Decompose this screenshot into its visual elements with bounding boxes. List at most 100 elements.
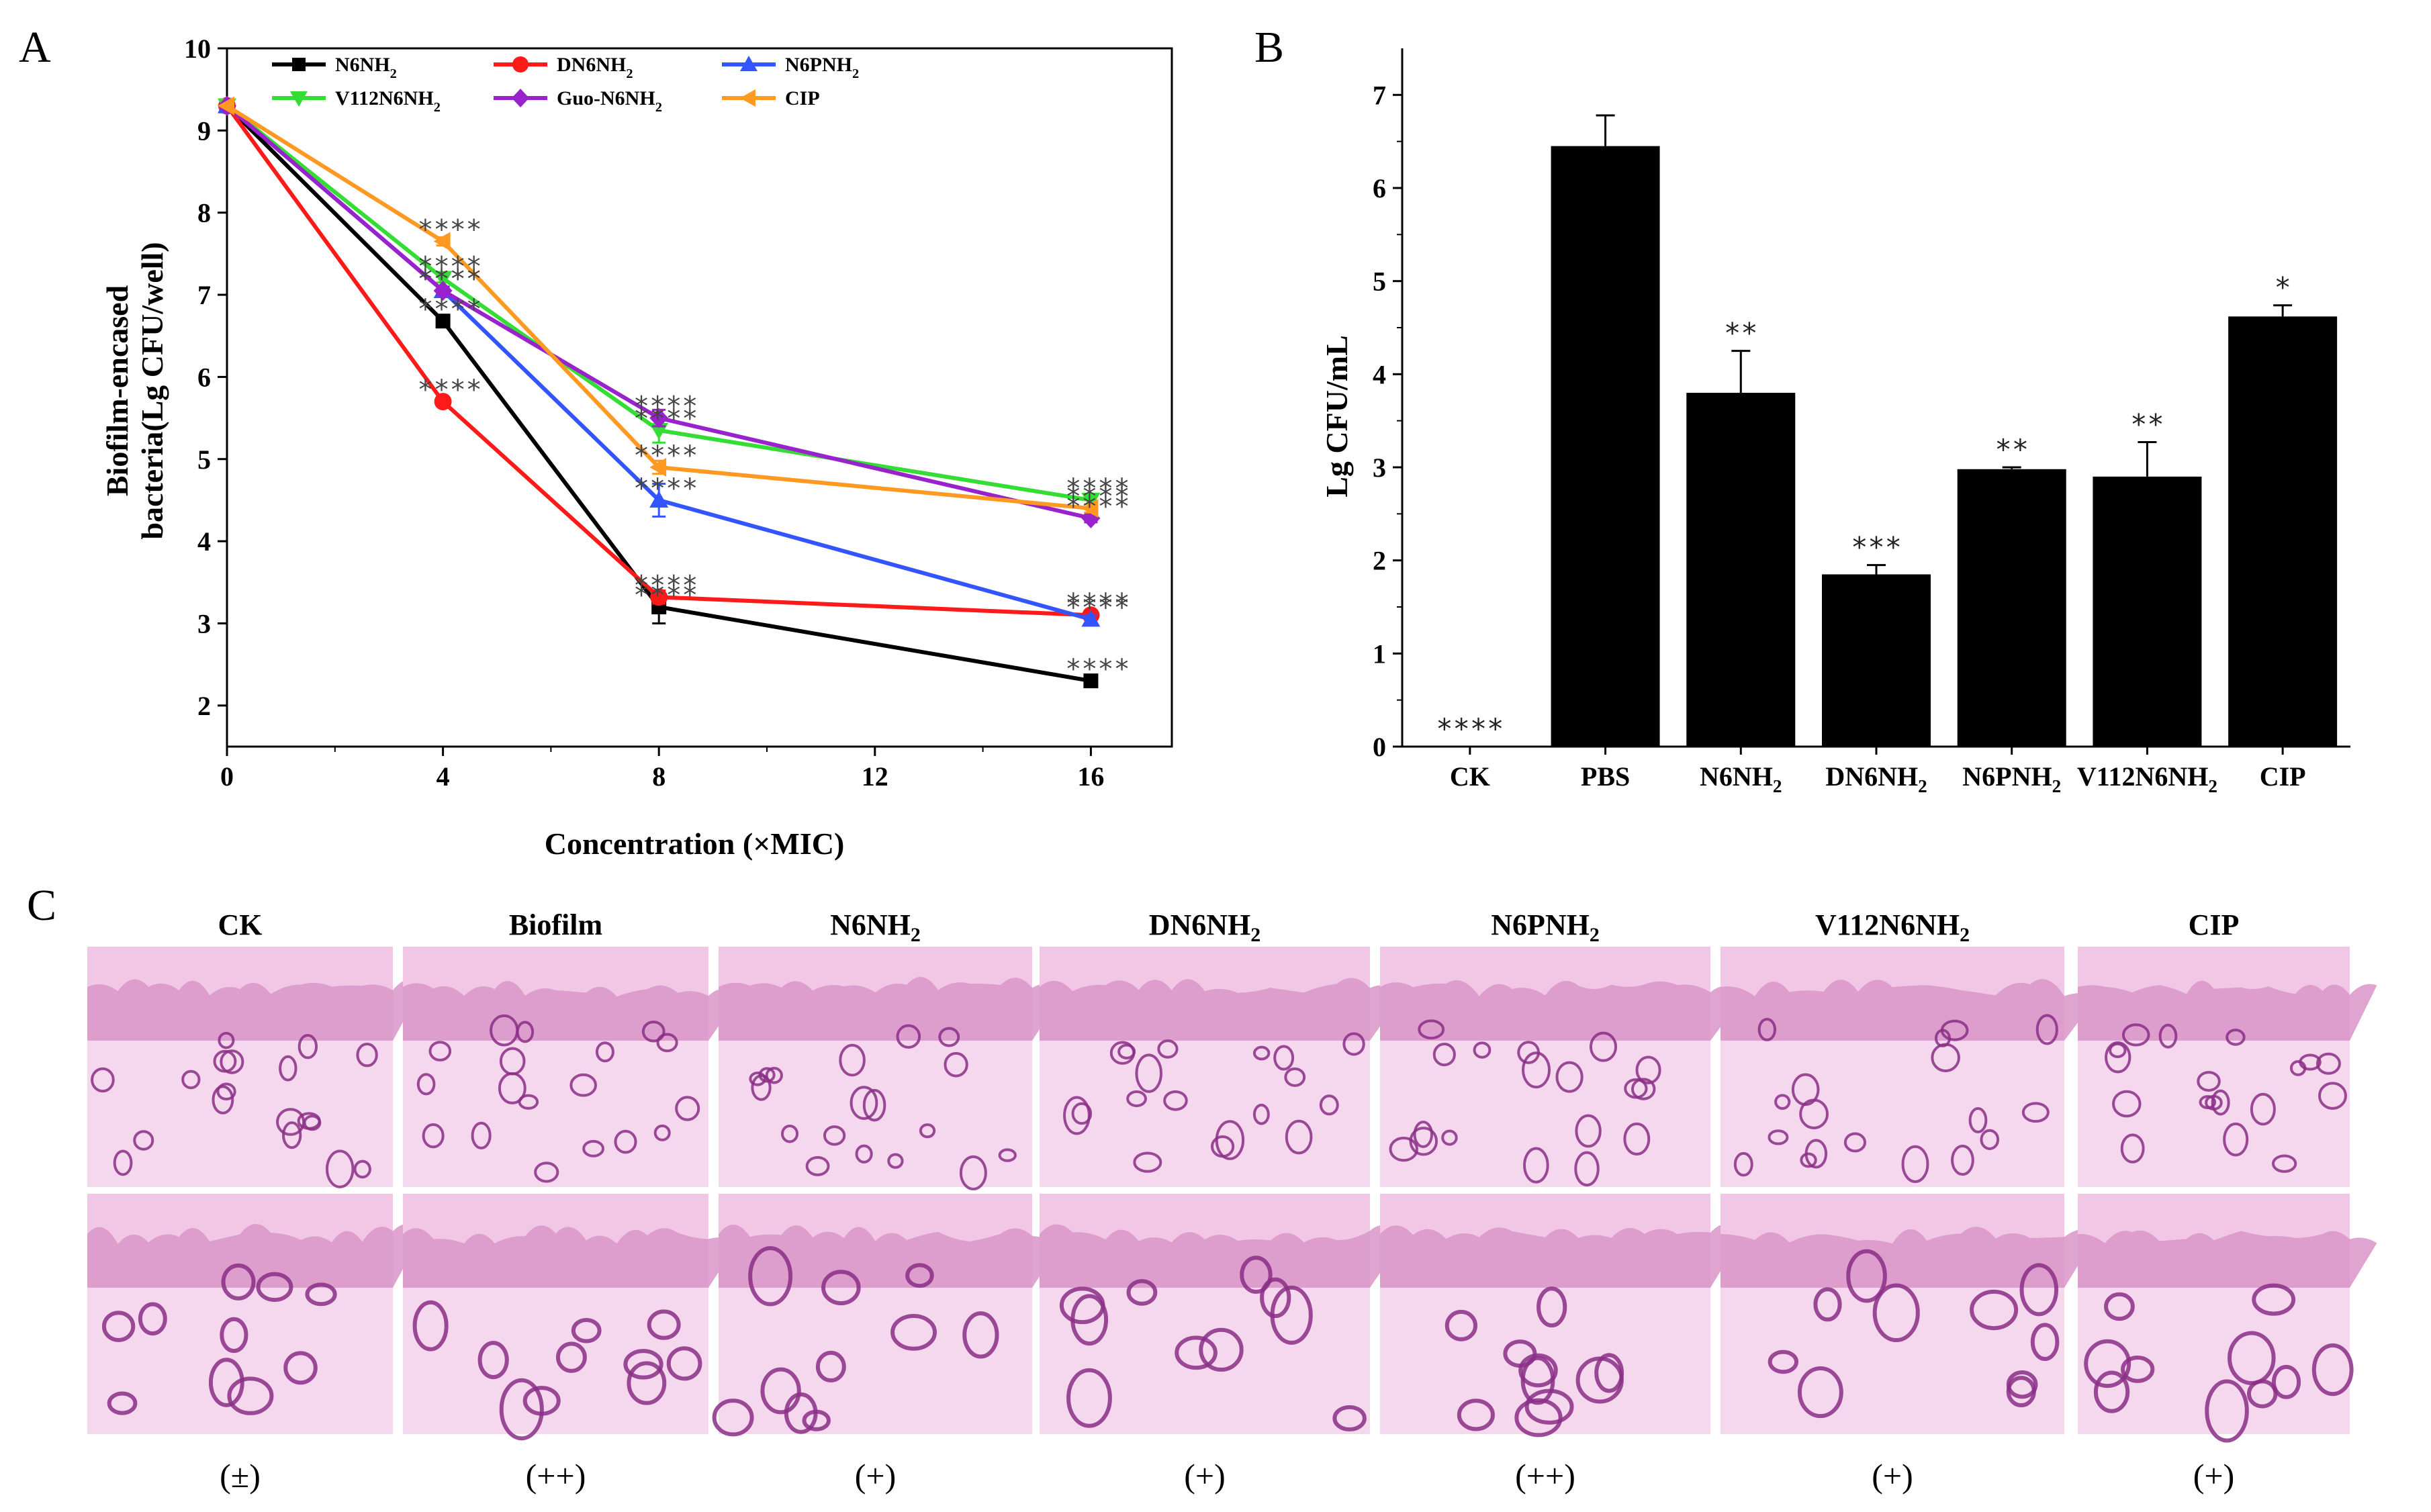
b-category-label: DN6NH2 (1825, 761, 1927, 796)
significance-stars: **** (417, 375, 481, 406)
histology-score: (±) (220, 1457, 261, 1495)
significance-stars: **** (1065, 588, 1130, 619)
histology-column-title: CIP (2189, 908, 2240, 941)
significance-stars: **** (417, 264, 481, 295)
histology-score: (+) (1184, 1457, 1226, 1495)
data-point (649, 408, 669, 428)
data-point (740, 56, 758, 71)
y-tick-label: 8 (197, 198, 211, 228)
significance-stars: **** (633, 440, 698, 471)
legend-label: V112N6NH2 (335, 87, 441, 115)
b-y-tick-label: 6 (1373, 173, 1386, 203)
data-point (512, 89, 529, 107)
histology-column-title: DN6NH2 (1149, 908, 1261, 946)
bar (1551, 146, 1660, 747)
b-y-tick-label: 7 (1373, 80, 1386, 110)
histology-column-title: N6PNH2 (1491, 908, 1600, 946)
significance-stars: **** (417, 264, 481, 295)
histology-column-title: Biofilm (509, 908, 602, 941)
histology-column-title: N6NH2 (830, 908, 921, 946)
data-point (1081, 492, 1101, 510)
a-series-group (218, 95, 1101, 689)
b-y-tick-label: 2 (1373, 546, 1386, 576)
b-category-label: N6PNH2 (1962, 761, 2061, 796)
a-significance-group: ****************************************… (417, 215, 1130, 686)
b-y-tick-label: 4 (1373, 359, 1386, 389)
panel-letter-c: C (27, 881, 56, 930)
bar (2093, 476, 2202, 747)
histology-image (1380, 947, 1744, 1187)
significance-stars: **** (417, 215, 481, 246)
data-point (433, 232, 451, 251)
x-tick-label: 8 (652, 761, 666, 792)
histology-image (1380, 1194, 1744, 1437)
bar-significance: * (2274, 271, 2291, 304)
data-point (1083, 673, 1099, 689)
series-line (225, 104, 1091, 618)
histology-image (87, 1194, 424, 1434)
histology-image (403, 947, 739, 1187)
y-tick-label: 2 (197, 691, 211, 721)
significance-stars: **** (417, 294, 481, 325)
data-point (290, 91, 308, 107)
b-y-tick-label: 0 (1373, 732, 1386, 762)
x-tick-label: 16 (1077, 761, 1104, 792)
bar (2228, 316, 2338, 747)
data-point (433, 280, 453, 301)
x-tick-label: 0 (220, 761, 234, 792)
histology-grid: CK (±) Biofilm (++) N6NH2 (+) DN6NH2 (+) N6PNH2 (… (87, 908, 2377, 1495)
histology-image (2078, 1194, 2377, 1443)
series-line (225, 104, 1091, 683)
legend-label: DN6NH2 (557, 54, 633, 81)
bar-significance: *** (1851, 531, 1902, 564)
data-point (292, 58, 306, 71)
b-category-label: CIP (2260, 761, 2306, 792)
y-tick-label: 7 (197, 280, 211, 310)
bar-significance: ** (1994, 433, 2029, 466)
data-point (434, 393, 452, 411)
a-plot-frame (226, 47, 1173, 748)
significance-stars: **** (633, 580, 698, 611)
y-tick-label: 5 (197, 444, 211, 475)
data-point (740, 89, 755, 107)
a-legend: N6NH2 DN6NH2 N6PNH2 V112N6NH2 Guo-N6NH2 CIP (272, 54, 859, 115)
b-axes: 0 1 2 3 4 5 6 7 CK PBS N6NH2 DN6NH2 N6PNH2 V112N6NH2 C… (1373, 48, 2350, 796)
series-line (226, 104, 1091, 511)
histology-score: (++) (526, 1457, 586, 1495)
y-axis-title-line2: bacteria(Lg CFU/well) (135, 242, 169, 539)
histology-score: (+) (855, 1457, 897, 1495)
b-category-label: V112N6NH2 (2077, 761, 2217, 796)
histology-score: (++) (1515, 1457, 1575, 1495)
b-y-tick-label: 5 (1373, 267, 1386, 297)
histology-image (87, 947, 424, 1188)
b-category-label: CK (1450, 761, 1490, 792)
b-y-tick-label: 1 (1373, 639, 1386, 669)
histology-image (1040, 1194, 1404, 1434)
y-tick-label: 6 (197, 362, 211, 392)
legend-label: Guo-N6NH2 (557, 87, 662, 115)
x-tick-label: 12 (862, 761, 888, 792)
significance-stars: **** (633, 391, 698, 422)
legend-label: CIP (785, 87, 820, 109)
data-point (649, 458, 667, 477)
histology-image (1040, 947, 1404, 1187)
legend-label: N6PNH2 (785, 54, 859, 81)
data-point (435, 314, 451, 329)
significance-stars: **** (1065, 491, 1130, 522)
histology-column-title: CK (218, 908, 263, 941)
bar (1957, 469, 2066, 747)
bar-chart: 0 1 2 3 4 5 6 7 CK PBS N6NH2 DN6NH2 N6PNH2 V112N6NH2 C… (1320, 48, 2350, 796)
y-tick-label: 9 (197, 115, 211, 146)
b-y-axis-title: Lg CFU/mL (1320, 335, 1354, 498)
panel-letter-a: A (19, 23, 51, 72)
bar-significance: **** (1436, 712, 1504, 745)
b-category-label: PBS (1581, 761, 1630, 792)
x-axis-title: Concentration (×MIC) (545, 826, 845, 861)
histology-score: (+) (2193, 1457, 2235, 1495)
significance-stars: **** (1065, 473, 1130, 504)
histology-image (1721, 947, 2099, 1187)
y-tick-label: 10 (184, 34, 211, 64)
b-category-label: N6NH2 (1700, 761, 1782, 796)
